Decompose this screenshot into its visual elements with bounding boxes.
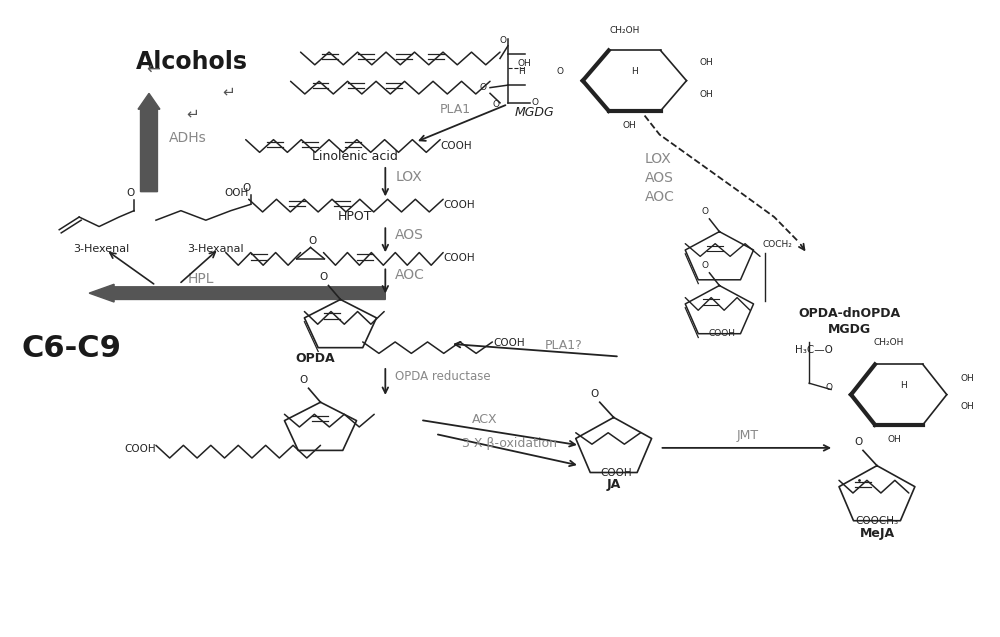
- Text: COOH: COOH: [443, 254, 475, 264]
- Text: H: H: [518, 68, 525, 76]
- Text: OH: OH: [887, 435, 901, 444]
- Text: O: O: [556, 68, 563, 76]
- Text: O: O: [826, 383, 833, 392]
- Text: COCH₂: COCH₂: [762, 241, 792, 250]
- Text: O: O: [591, 389, 599, 399]
- Text: AOC: AOC: [645, 190, 674, 204]
- Text: 3-Hexenal: 3-Hexenal: [73, 244, 129, 254]
- Text: COOH: COOH: [124, 444, 156, 454]
- Text: AOS: AOS: [645, 171, 673, 185]
- Text: CH₂OH: CH₂OH: [874, 338, 904, 347]
- Text: C6-C9: C6-C9: [21, 334, 121, 362]
- Text: CH₂OH: CH₂OH: [609, 26, 640, 35]
- Text: O: O: [499, 36, 506, 45]
- Text: O: O: [299, 375, 308, 385]
- Text: OPDA reductase: OPDA reductase: [395, 370, 491, 383]
- Text: H: H: [631, 68, 638, 76]
- Text: Alcohols: Alcohols: [136, 50, 248, 75]
- Text: OH: OH: [518, 59, 532, 68]
- Text: ↵: ↵: [222, 85, 235, 99]
- Text: 3-Hexanal: 3-Hexanal: [187, 244, 244, 254]
- Text: O: O: [243, 183, 251, 193]
- Text: JMT: JMT: [736, 429, 758, 442]
- Text: O: O: [308, 236, 317, 246]
- Text: O: O: [532, 97, 539, 107]
- Text: MeJA: MeJA: [859, 527, 895, 540]
- Text: COOH: COOH: [709, 329, 736, 338]
- Text: HPL: HPL: [188, 272, 214, 286]
- Text: OPDA: OPDA: [296, 352, 335, 364]
- Text: LOX: LOX: [645, 152, 671, 166]
- Text: ↵: ↵: [186, 107, 199, 122]
- FancyArrow shape: [138, 94, 160, 192]
- Text: HPOT: HPOT: [338, 210, 373, 223]
- Text: JA: JA: [607, 478, 621, 491]
- Text: COOH: COOH: [601, 468, 632, 478]
- Text: H: H: [900, 382, 907, 390]
- Text: MGDG: MGDG: [515, 106, 555, 118]
- Text: COOH: COOH: [493, 338, 525, 348]
- Text: H₃C—O: H₃C—O: [795, 345, 833, 355]
- FancyArrow shape: [89, 284, 385, 302]
- Text: AOS: AOS: [395, 227, 424, 241]
- Text: COOH: COOH: [443, 200, 475, 210]
- Text: O: O: [702, 261, 709, 269]
- Text: MGDG: MGDG: [827, 323, 871, 336]
- Text: AOC: AOC: [395, 268, 425, 282]
- Text: OOH: OOH: [224, 188, 249, 198]
- Text: Linolenic acid: Linolenic acid: [312, 150, 398, 163]
- Text: O: O: [319, 273, 328, 282]
- Text: ACX: ACX: [472, 413, 498, 426]
- Text: OH: OH: [623, 121, 637, 130]
- Text: OH: OH: [961, 401, 974, 411]
- Text: COOCH₃: COOCH₃: [855, 516, 898, 526]
- Text: OH: OH: [961, 374, 974, 383]
- Text: O: O: [493, 100, 500, 110]
- Text: PLA1: PLA1: [440, 103, 471, 116]
- Text: OPDA-dnOPDA: OPDA-dnOPDA: [798, 307, 900, 320]
- Text: ADHs: ADHs: [169, 131, 207, 145]
- Text: O: O: [480, 83, 487, 92]
- Text: OH: OH: [699, 58, 713, 67]
- Text: OH: OH: [699, 90, 713, 99]
- Text: COOH: COOH: [440, 141, 472, 150]
- Text: 3 X β-oxidation: 3 X β-oxidation: [462, 436, 557, 450]
- Text: ←: ←: [146, 61, 160, 79]
- Text: PLA1?: PLA1?: [545, 339, 583, 352]
- Text: O: O: [854, 437, 862, 447]
- Text: LOX: LOX: [395, 170, 422, 184]
- Text: O: O: [126, 188, 134, 198]
- Text: O: O: [702, 207, 709, 216]
